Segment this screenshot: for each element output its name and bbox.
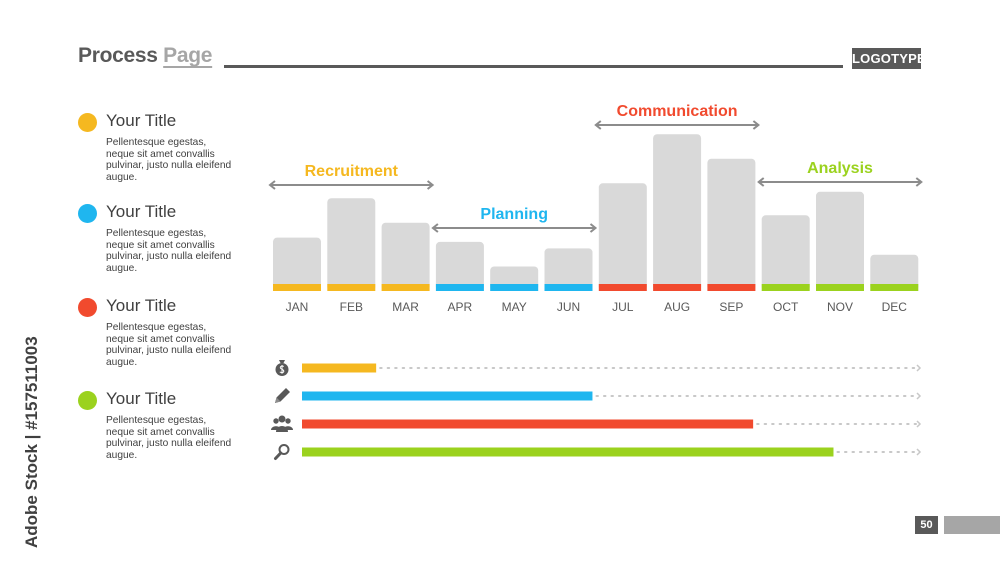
page-title: Process Page (78, 44, 212, 68)
chart-bar-accent (544, 284, 593, 291)
chart-bar (761, 215, 810, 291)
chart-bar-accent (707, 284, 756, 291)
x-tick-label: JAN (286, 300, 309, 314)
magnifier-icon (274, 444, 290, 460)
phase-label: Communication (617, 103, 738, 120)
page-title-accent: Page (163, 44, 213, 67)
chart-bar-accent (761, 284, 810, 291)
legend-dot-icon (78, 113, 97, 132)
legend-description: Pellentesque egestas, neque sit amet con… (106, 228, 232, 274)
progress-bar (302, 363, 377, 373)
x-tick-label: DEC (882, 300, 908, 314)
chart-bar-accent (490, 284, 539, 291)
x-tick-label: MAY (502, 300, 527, 314)
legend-title: Your Title (106, 389, 177, 408)
phase-label: Recruitment (305, 163, 399, 180)
chart-bar (435, 241, 484, 291)
chart-bar-accent (381, 284, 430, 291)
page-title-main: Process (78, 44, 158, 67)
chart-bar-accent (870, 284, 919, 291)
chart-bar (870, 254, 919, 291)
legend-title: Your Title (106, 111, 177, 130)
phase-label: Planning (480, 206, 548, 223)
page-number-bar (944, 516, 1000, 534)
chart-bar (653, 134, 702, 291)
people-icon (271, 415, 293, 432)
phase-arrow-right-icon (915, 177, 923, 187)
x-tick-label: AUG (664, 300, 690, 314)
x-tick-label: JUL (612, 300, 634, 314)
chart-bar (273, 237, 321, 291)
x-tick-label: APR (448, 300, 473, 314)
progress-bar (302, 419, 754, 429)
pencil-icon (275, 388, 290, 403)
x-tick-label: SEP (719, 300, 743, 314)
money-bag-icon (275, 360, 289, 376)
track-arrow-icon (916, 420, 922, 428)
phase-arrow-left-icon (594, 120, 602, 130)
page-number: 50 (915, 516, 938, 534)
chart-bar-accent (435, 284, 484, 291)
chart-bar (707, 158, 756, 291)
x-tick-label: JUN (557, 300, 580, 314)
chart-bar-accent (273, 284, 321, 291)
chart-bar (544, 248, 593, 291)
phase-arrow-left-icon (431, 223, 439, 233)
legend-description: Pellentesque egestas, neque sit amet con… (106, 415, 232, 461)
x-tick-label: NOV (827, 300, 853, 314)
track-arrow-icon (916, 364, 922, 372)
track-arrow-icon (916, 392, 922, 400)
legend-title: Your Title (106, 296, 177, 315)
title-divider (224, 65, 843, 68)
chart-bar (598, 183, 647, 291)
logotype: LOGOTYPE (852, 48, 926, 69)
chart-bar-accent (653, 284, 702, 291)
phase-arrow-right-icon (426, 180, 435, 190)
x-tick-label: OCT (773, 300, 799, 314)
chart-bar (381, 222, 430, 291)
legend-dot-icon (78, 204, 97, 223)
stock-watermark-text: Adobe Stock | #157511003 (22, 336, 41, 548)
track-arrow-icon (916, 448, 922, 456)
x-tick-label: MAR (392, 300, 419, 314)
chart-bar-accent (598, 284, 647, 291)
phase-arrow-right-icon (589, 223, 598, 233)
chart-bar-accent (327, 284, 376, 291)
phase-arrow-left-icon (757, 177, 765, 187)
legend-dot-icon (78, 298, 97, 317)
chart-bar (327, 198, 376, 291)
legend-title: Your Title (106, 202, 177, 221)
chart-bar-accent (816, 284, 864, 291)
legend-description: Pellentesque egestas, neque sit amet con… (106, 322, 232, 368)
phase-label: Analysis (807, 160, 873, 177)
chart-bar (816, 191, 864, 291)
x-tick-label: FEB (340, 300, 363, 314)
phase-arrow-right-icon (752, 120, 761, 130)
progress-bar (302, 391, 593, 401)
legend-dot-icon (78, 391, 97, 410)
progress-bar (302, 447, 834, 457)
phase-arrow-left-icon (268, 180, 276, 190)
legend-description: Pellentesque egestas, neque sit amet con… (106, 137, 232, 183)
